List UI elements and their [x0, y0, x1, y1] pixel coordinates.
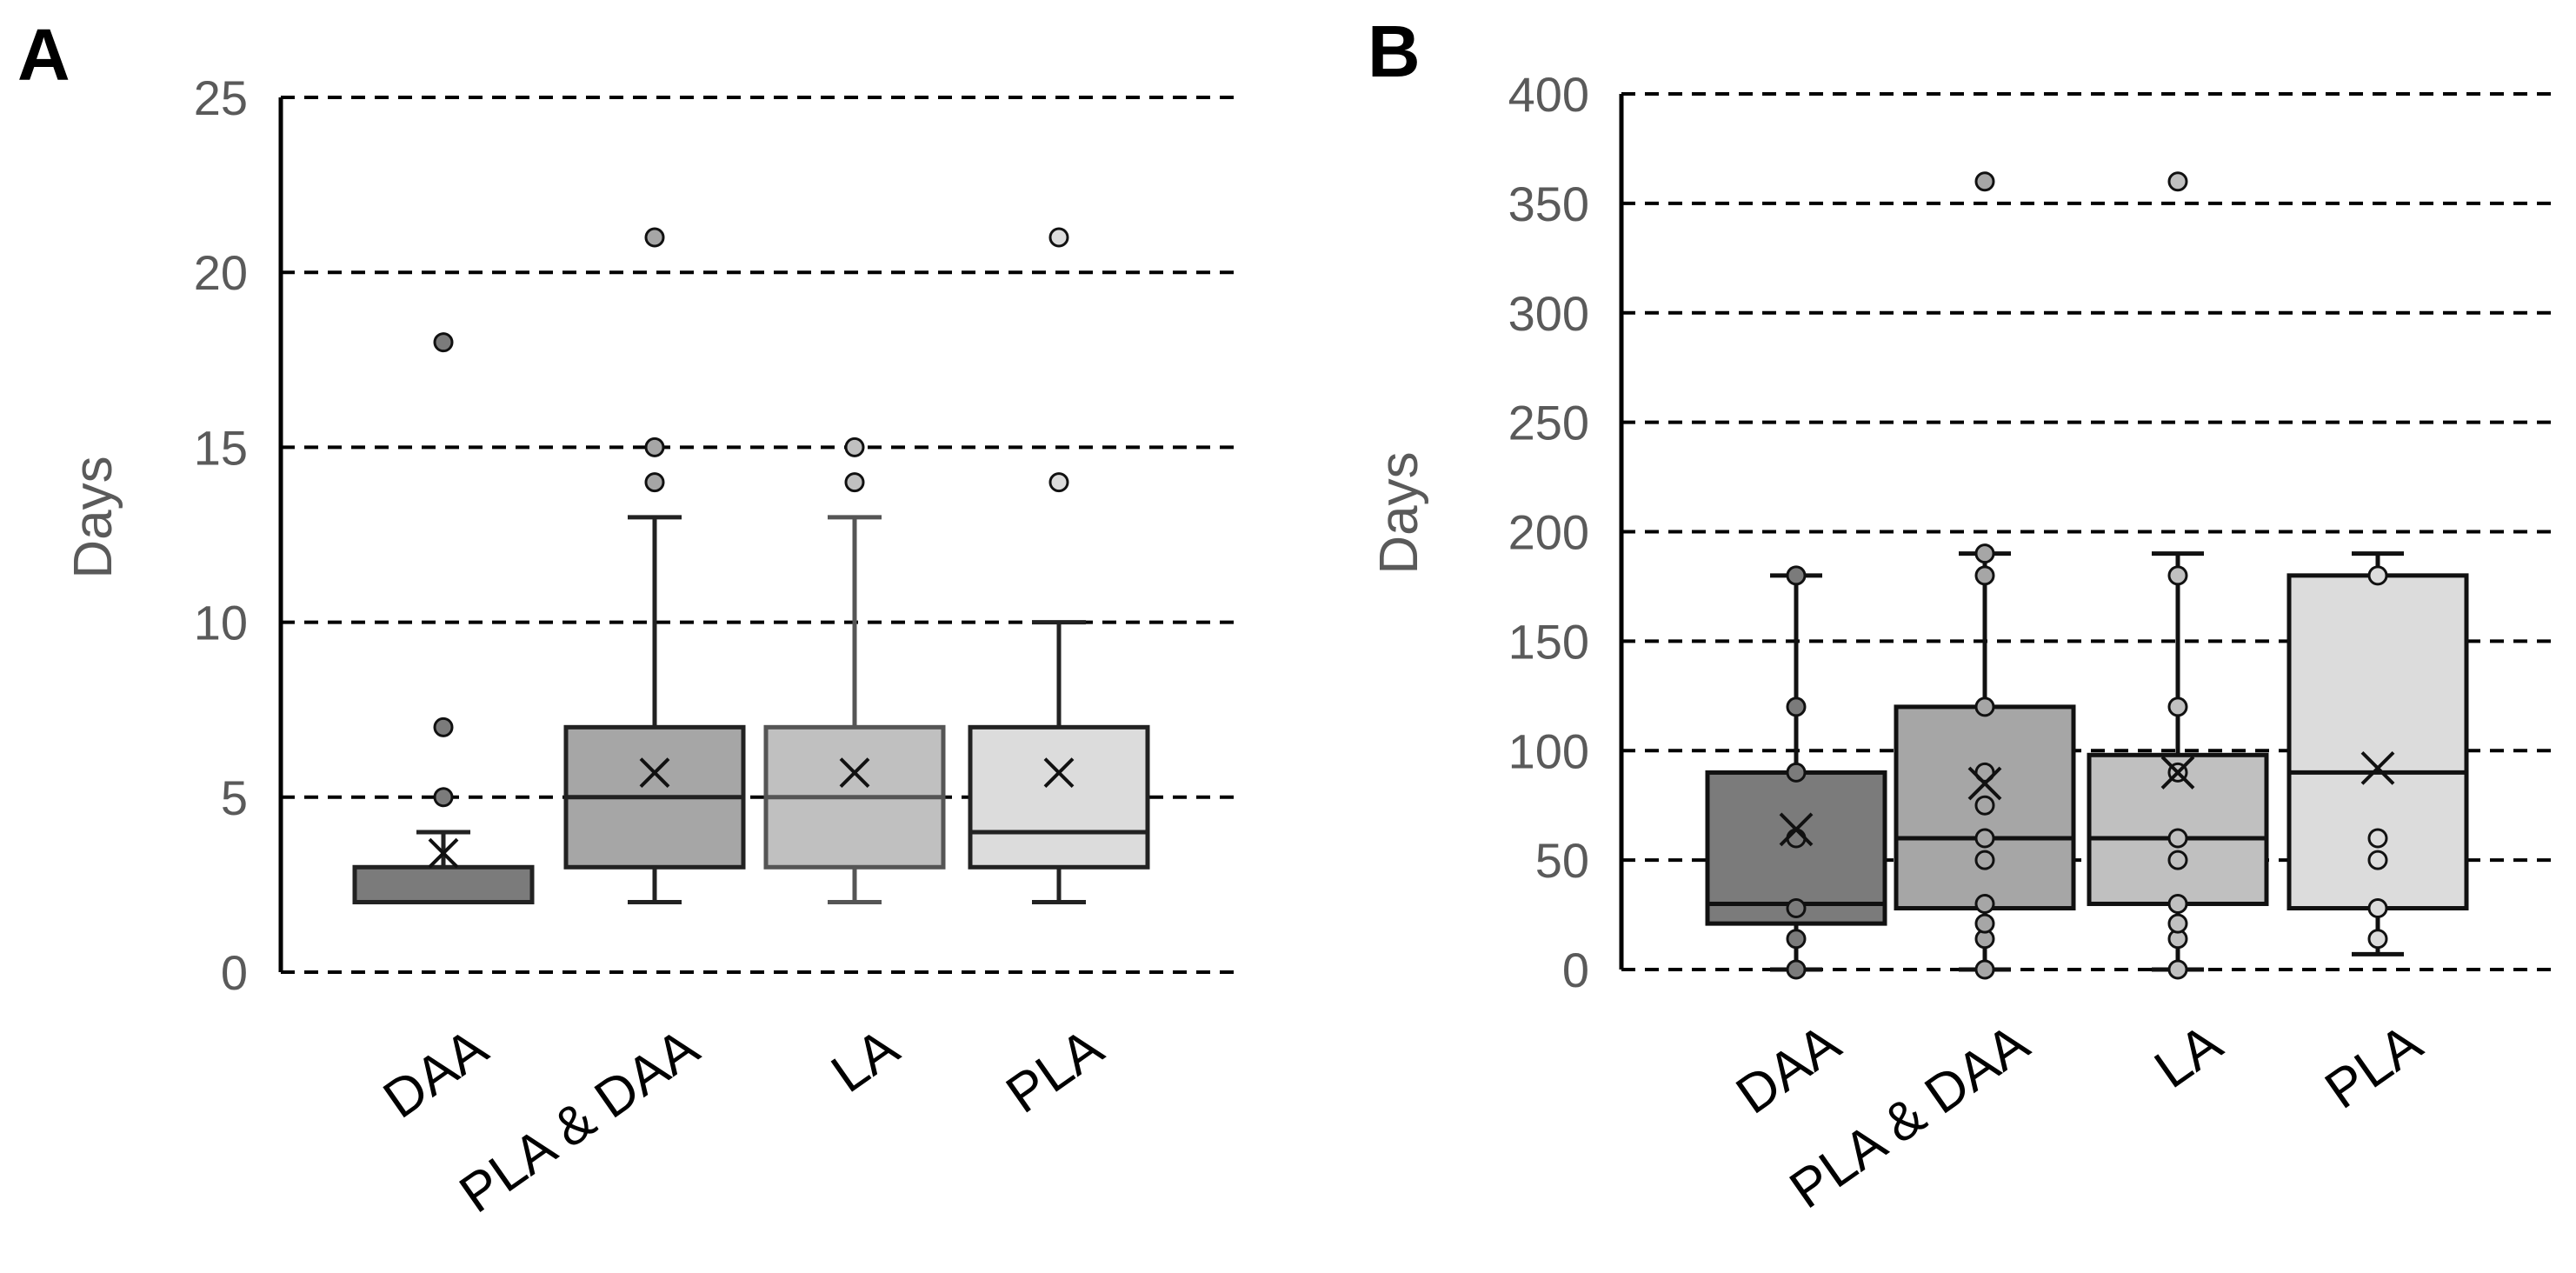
panel-b-y-tick-label: 50: [1535, 833, 1589, 888]
data-point: [2367, 898, 2388, 919]
data-point: [2167, 696, 2188, 717]
outlier-point: [644, 227, 665, 248]
mean-marker: [2360, 750, 2395, 785]
panel-a-y-tick-label: 25: [194, 70, 248, 125]
panel-a-y-tick-label: 0: [221, 945, 248, 1000]
data-point: [2167, 893, 2188, 914]
data-point: [1974, 959, 1995, 980]
data-point: [1786, 696, 1807, 717]
panel-b-label: B: [1368, 10, 1421, 92]
outlier-point: [644, 472, 665, 493]
panel-b-y-tick-label: 300: [1508, 286, 1589, 341]
data-point: [1974, 565, 1995, 586]
panel-b-y-tick-label: 200: [1508, 505, 1589, 560]
data-point: [2167, 565, 2188, 586]
data-point: [1786, 828, 1807, 849]
panel-b-box-1: [1894, 171, 2076, 980]
box-body: [968, 724, 1150, 870]
panel-b-category-label: DAA: [1726, 1013, 1852, 1126]
panel-a-y-tick-label: 10: [194, 596, 248, 650]
panel-b-y-axis-title: Days: [1369, 451, 1429, 574]
data-point: [1786, 929, 1807, 950]
data-point: [2167, 959, 2188, 980]
data-point: [2367, 850, 2388, 870]
outlier-point: [644, 437, 665, 457]
panel-b-y-tick-label: 350: [1508, 177, 1589, 231]
data-point: [2167, 850, 2188, 870]
panel-b-y-tick-label: 150: [1508, 614, 1589, 669]
data-point: [1974, 543, 1995, 564]
outlier-point: [844, 472, 865, 493]
mean-marker: [1967, 766, 2002, 801]
data-point: [1974, 893, 1995, 914]
mean-marker: [1043, 757, 1075, 789]
panel-a-label: A: [17, 14, 70, 96]
panel-b-box-0: [1705, 565, 1887, 980]
panel-b-y-tick-label: 400: [1508, 67, 1589, 122]
data-point: [1786, 898, 1807, 919]
panel-a-box-0: [352, 332, 535, 905]
panel-b-y-tick-label: 0: [1562, 943, 1589, 997]
outlier-point: [2167, 171, 2188, 192]
panel-a-box-3: [968, 227, 1150, 905]
panel-a-y-tick-label: 20: [194, 245, 248, 300]
data-point: [1974, 696, 1995, 717]
data-point: [1974, 795, 1995, 816]
box-body: [352, 864, 535, 905]
panel-a-category-label: PLA: [995, 1017, 1114, 1125]
outlier-point: [1048, 472, 1069, 493]
panel-a-box-1: [563, 227, 746, 905]
data-point: [1974, 850, 1995, 870]
mean-marker: [2160, 756, 2195, 790]
data-point: [2367, 565, 2388, 586]
panel-a-y-tick-label: 15: [194, 420, 248, 475]
data-point: [1786, 565, 1807, 586]
data-point: [2167, 913, 2188, 934]
panel-a-category-label: PLA & DAA: [449, 1017, 710, 1225]
outlier-point: [1048, 227, 1069, 248]
data-point: [1974, 828, 1995, 849]
panel-a-y-tick-label: 5: [221, 770, 248, 825]
panel-b-y-tick-label: 100: [1508, 723, 1589, 778]
panel-b-y-tick-label: 250: [1508, 396, 1589, 450]
data-point: [2367, 828, 2388, 849]
data-point: [1974, 913, 1995, 934]
outlier-point: [844, 437, 865, 457]
outlier-point: [433, 332, 454, 353]
mean-marker: [639, 757, 670, 789]
mean-marker: [428, 837, 459, 869]
panel-b-category-label: PLA: [2314, 1013, 2433, 1121]
data-point: [1786, 762, 1807, 783]
panel-a-box-2: [763, 437, 946, 905]
panel-b-box-3: [2286, 551, 2469, 956]
panel-a-category-label: DAA: [373, 1017, 499, 1130]
mean-marker: [839, 757, 870, 789]
panel-b-box-2: [2087, 171, 2269, 980]
data-point: [2367, 929, 2388, 950]
panel-b-category-label: LA: [2144, 1013, 2233, 1100]
panel-a-y-axis-title: Days: [63, 456, 123, 578]
panel-a-category-label: LA: [821, 1017, 909, 1104]
data-point: [1786, 959, 1807, 980]
outlier-point: [433, 716, 454, 737]
mean-marker: [1779, 812, 1814, 847]
outlier-point: [433, 787, 454, 808]
outlier-point: [1974, 171, 1995, 192]
data-point: [2167, 828, 2188, 849]
